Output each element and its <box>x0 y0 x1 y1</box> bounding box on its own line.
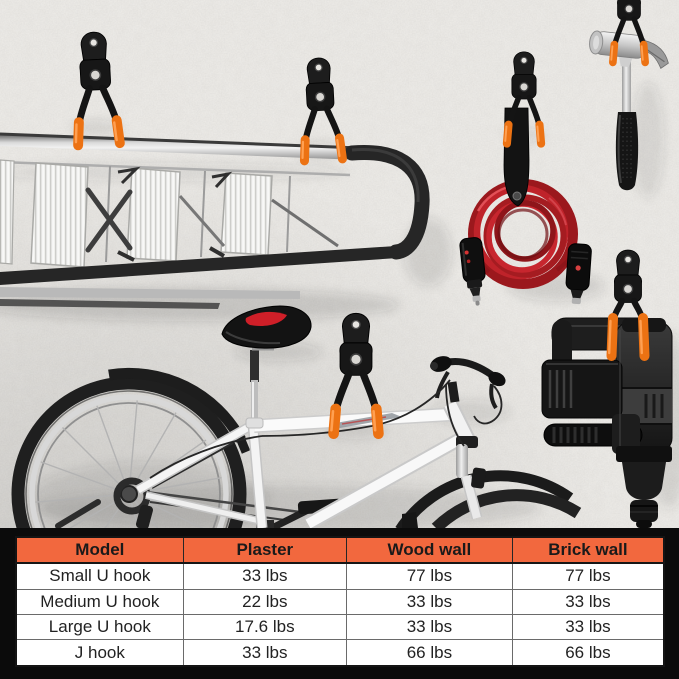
cell-wood-wall: 66 lbs <box>345 639 513 667</box>
capacity-table-panel: Model Plaster Wood wall Brick wall Small… <box>0 528 679 679</box>
saddle-red-accent <box>245 311 287 326</box>
col-header-plaster: Plaster <box>182 536 347 564</box>
cell-wood-wall: 33 lbs <box>345 613 513 641</box>
cord-plug-right <box>565 243 592 305</box>
cell-model: Small U hook <box>15 562 184 590</box>
drill-chuck <box>630 500 658 528</box>
garage-wall-photo <box>0 0 679 528</box>
capacity-table: Model Plaster Wood wall Brick wall Small… <box>15 536 665 667</box>
hammer-grip <box>615 112 639 191</box>
fork-and-handlebar <box>149 356 506 520</box>
cell-model: Medium U hook <box>15 588 184 615</box>
cell-model: J hook <box>15 639 184 667</box>
saddle-assembly <box>221 305 312 429</box>
saddle <box>221 305 312 349</box>
ladder-step <box>0 159 15 265</box>
cell-plaster: 33 lbs <box>182 639 347 667</box>
mountain-bike <box>11 305 582 528</box>
cell-brick-wall: 33 lbs <box>511 588 665 615</box>
rotary-hammer-drill <box>541 317 673 528</box>
col-header-brick-wall: Brick wall <box>511 536 665 564</box>
table-row: Medium U hook 22 lbs 33 lbs 33 lbs <box>15 588 665 615</box>
claw-hammer <box>589 30 669 191</box>
ladder-step <box>220 172 273 256</box>
cell-plaster: 33 lbs <box>182 562 347 590</box>
front-wheel <box>431 489 582 528</box>
table-row: Large U hook 17.6 lbs 33 lbs 33 lbs <box>15 613 665 641</box>
table-header-row: Model Plaster Wood wall Brick wall <box>15 536 665 564</box>
ladder-top-rail <box>0 133 360 160</box>
col-header-model: Model <box>15 536 184 564</box>
rear-fender <box>108 367 246 443</box>
cell-brick-wall: 66 lbs <box>511 639 665 667</box>
ladder-step <box>30 162 89 268</box>
cell-plaster: 17.6 lbs <box>182 613 347 641</box>
table-row: Small U hook 33 lbs 77 lbs 77 lbs <box>15 562 665 590</box>
ladder-step <box>126 167 181 262</box>
cord-plug-left <box>459 237 486 306</box>
cell-brick-wall: 77 lbs <box>511 562 665 590</box>
table-row: J hook 33 lbs 66 lbs 66 lbs <box>15 639 665 667</box>
cell-wood-wall: 77 lbs <box>345 562 513 590</box>
rear-wheel <box>11 376 247 528</box>
extension-cord <box>459 52 592 306</box>
cell-brick-wall: 33 lbs <box>511 613 665 641</box>
hammer-shaft <box>622 58 631 114</box>
cell-wood-wall: 33 lbs <box>345 588 513 615</box>
col-header-wood-wall: Wood wall <box>345 536 513 564</box>
ladder-bottom-rail <box>0 246 398 285</box>
cell-model: Large U hook <box>15 613 184 641</box>
drill-motor-block <box>541 359 623 419</box>
hammer-head <box>589 30 669 70</box>
ladder-end-bend <box>344 144 430 260</box>
cell-plaster: 22 lbs <box>182 588 347 615</box>
ladder-cross-brace <box>85 187 133 253</box>
step-ladder <box>0 132 430 309</box>
